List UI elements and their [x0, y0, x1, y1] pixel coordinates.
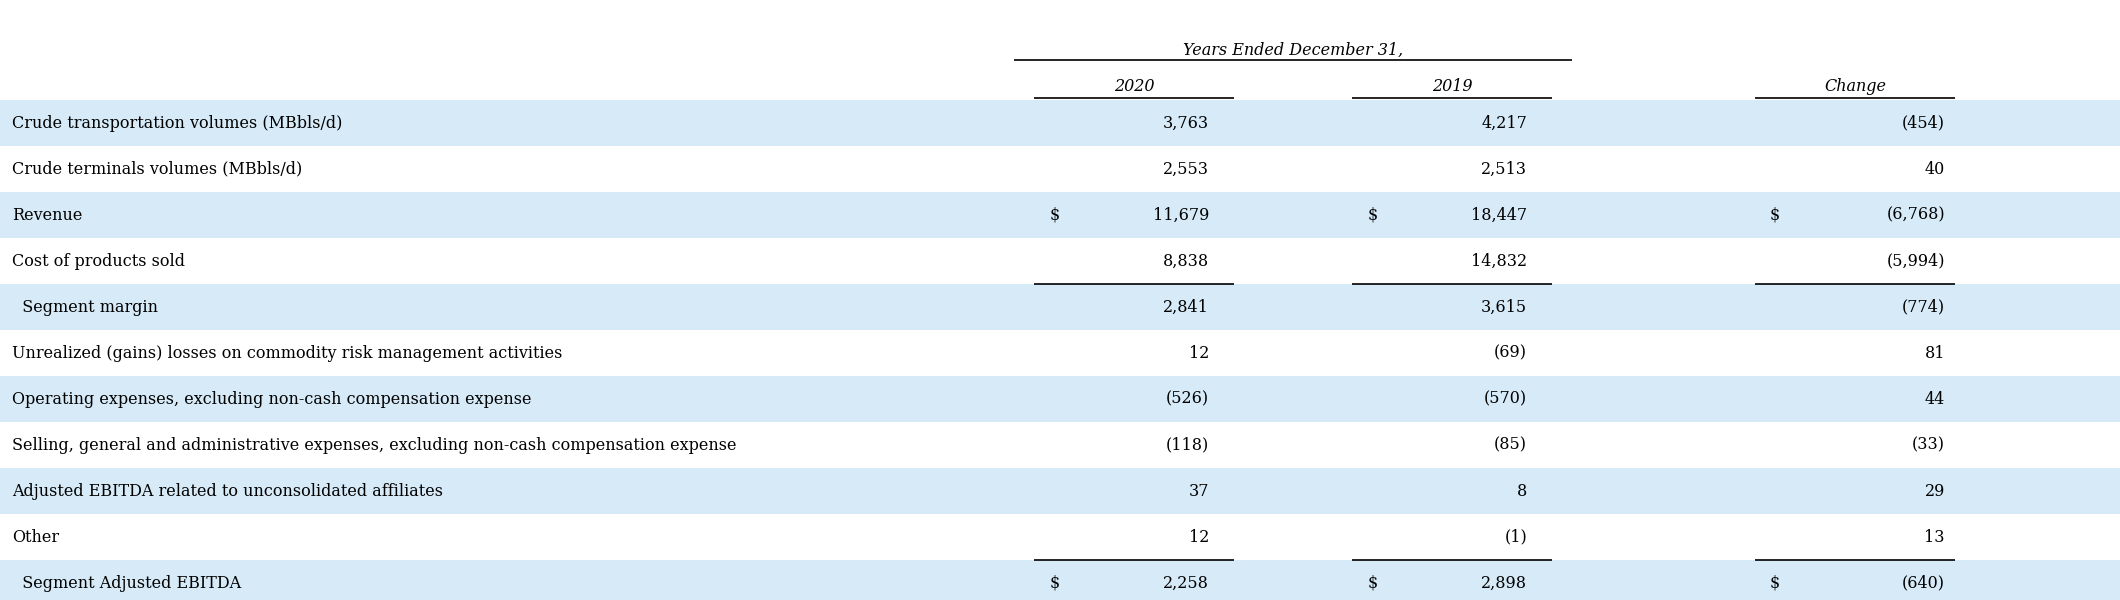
- Text: Selling, general and administrative expenses, excluding non-cash compensation ex: Selling, general and administrative expe…: [13, 437, 736, 454]
- Text: 14,832: 14,832: [1471, 253, 1526, 269]
- Bar: [0, 284, 2120, 330]
- Text: 2020: 2020: [1113, 78, 1155, 95]
- Text: (570): (570): [1484, 391, 1526, 407]
- Text: (526): (526): [1166, 391, 1208, 407]
- Bar: [0, 330, 2120, 376]
- Text: (118): (118): [1166, 437, 1208, 454]
- Text: 8,838: 8,838: [1164, 253, 1208, 269]
- Text: 44: 44: [1925, 391, 1944, 407]
- Bar: [0, 192, 2120, 238]
- Text: 37: 37: [1189, 482, 1208, 499]
- Bar: [0, 560, 2120, 600]
- Text: 3,763: 3,763: [1164, 115, 1208, 131]
- Bar: [0, 238, 2120, 284]
- Text: $: $: [1049, 206, 1060, 223]
- Text: $: $: [1367, 575, 1378, 592]
- Text: (640): (640): [1902, 575, 1944, 592]
- Text: Unrealized (gains) losses on commodity risk management activities: Unrealized (gains) losses on commodity r…: [13, 344, 562, 361]
- Bar: [0, 146, 2120, 192]
- Text: (774): (774): [1902, 298, 1944, 316]
- Text: Change: Change: [1823, 78, 1887, 95]
- Text: 2,513: 2,513: [1482, 160, 1526, 178]
- Text: 2,553: 2,553: [1164, 160, 1208, 178]
- Text: Crude terminals volumes (MBbls/d): Crude terminals volumes (MBbls/d): [13, 160, 303, 178]
- Text: 81: 81: [1925, 344, 1944, 361]
- Text: (85): (85): [1495, 437, 1526, 454]
- Text: (6,768): (6,768): [1887, 206, 1944, 223]
- Text: (454): (454): [1902, 115, 1944, 131]
- Text: 13: 13: [1925, 529, 1944, 545]
- Text: Segment margin: Segment margin: [13, 298, 159, 316]
- Text: $: $: [1770, 206, 1781, 223]
- Text: Revenue: Revenue: [13, 206, 83, 223]
- Text: $: $: [1770, 575, 1781, 592]
- Text: Operating expenses, excluding non-cash compensation expense: Operating expenses, excluding non-cash c…: [13, 391, 532, 407]
- Text: 8: 8: [1518, 482, 1526, 499]
- Text: 2,841: 2,841: [1164, 298, 1208, 316]
- Text: 2019: 2019: [1431, 78, 1473, 95]
- Bar: [0, 376, 2120, 422]
- Bar: [0, 422, 2120, 468]
- Text: 12: 12: [1189, 529, 1208, 545]
- Text: 4,217: 4,217: [1482, 115, 1526, 131]
- Text: (33): (33): [1912, 437, 1944, 454]
- Text: $: $: [1367, 206, 1378, 223]
- Text: (69): (69): [1495, 344, 1526, 361]
- Text: (5,994): (5,994): [1887, 253, 1944, 269]
- Text: Cost of products sold: Cost of products sold: [13, 253, 184, 269]
- Text: $: $: [1049, 575, 1060, 592]
- Bar: [0, 468, 2120, 514]
- Text: 3,615: 3,615: [1482, 298, 1526, 316]
- Bar: [0, 514, 2120, 560]
- Text: 40: 40: [1925, 160, 1944, 178]
- Text: Crude transportation volumes (MBbls/d): Crude transportation volumes (MBbls/d): [13, 115, 341, 131]
- Text: (1): (1): [1505, 529, 1526, 545]
- Text: 29: 29: [1925, 482, 1944, 499]
- Text: 11,679: 11,679: [1153, 206, 1208, 223]
- Text: Other: Other: [13, 529, 59, 545]
- Text: Segment Adjusted EBITDA: Segment Adjusted EBITDA: [13, 575, 242, 592]
- Text: 12: 12: [1189, 344, 1208, 361]
- Text: Adjusted EBITDA related to unconsolidated affiliates: Adjusted EBITDA related to unconsolidate…: [13, 482, 443, 499]
- Text: 18,447: 18,447: [1471, 206, 1526, 223]
- Text: 2,898: 2,898: [1482, 575, 1526, 592]
- Text: 2,258: 2,258: [1164, 575, 1208, 592]
- Bar: [0, 100, 2120, 146]
- Text: Years Ended December 31,: Years Ended December 31,: [1183, 42, 1403, 59]
